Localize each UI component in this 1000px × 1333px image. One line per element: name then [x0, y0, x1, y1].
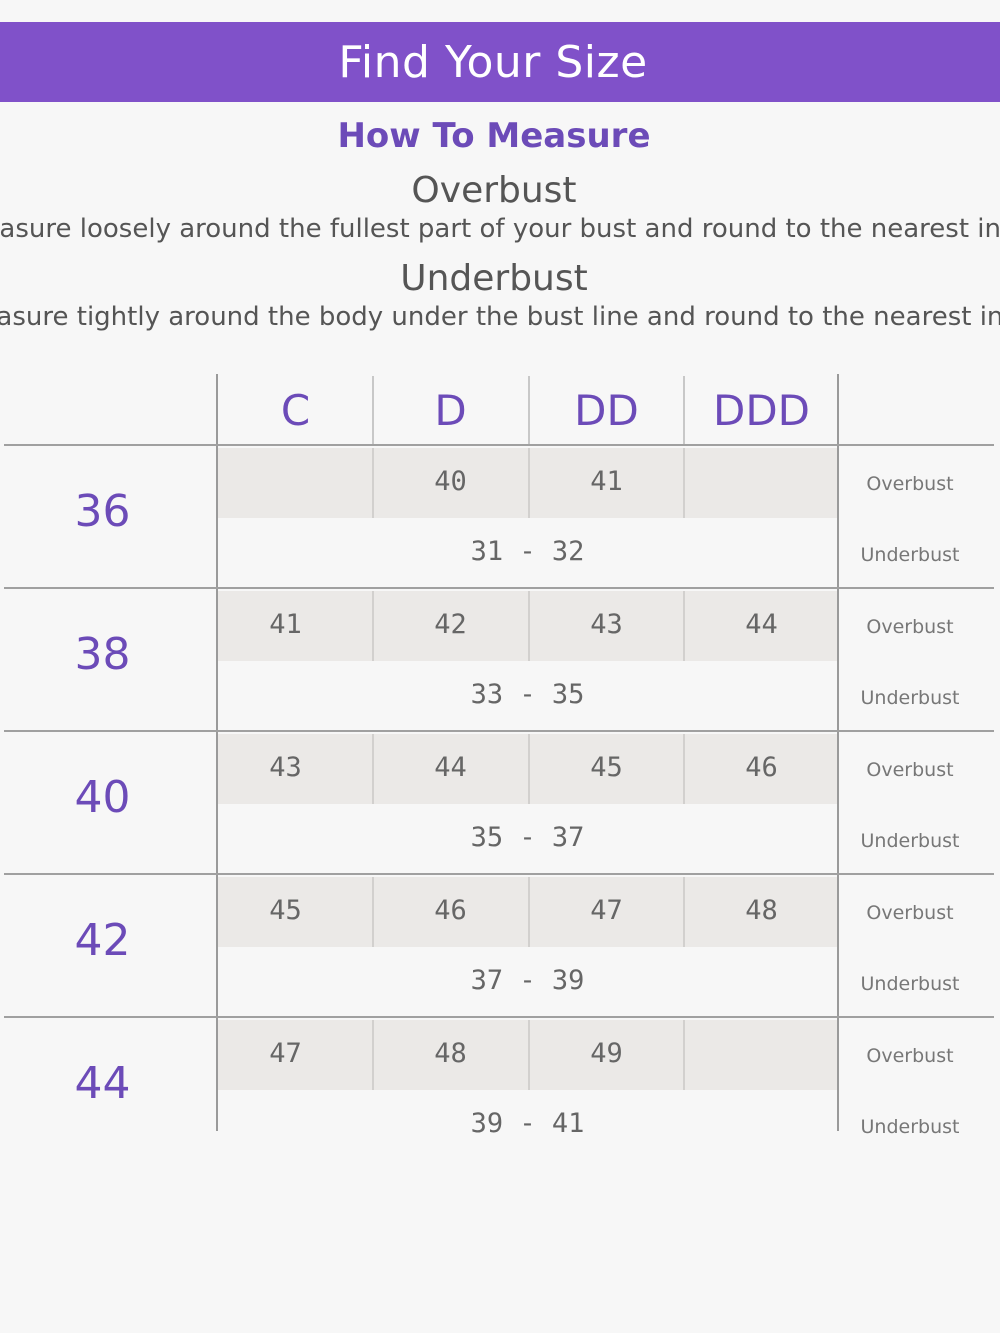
cup-header-divider	[528, 376, 530, 444]
underbust-tag: Underbust	[860, 973, 960, 995]
cup-header-divider	[683, 376, 685, 444]
underbust-tag: Underbust	[860, 687, 960, 709]
overbust-row: 43 44 45 46	[218, 734, 837, 804]
overbust-tag: Overbust	[866, 759, 954, 781]
cell-divider	[683, 448, 685, 518]
overbust-cell: 46	[434, 895, 467, 926]
overbust-heading: Overbust	[411, 170, 577, 211]
overbust-cell: 47	[269, 1038, 302, 1069]
cell-divider	[528, 448, 530, 518]
overbust-cell: 43	[590, 609, 623, 640]
underbust-tag: Underbust	[860, 1116, 960, 1138]
how-to-measure-title: How To Measure	[337, 116, 651, 156]
underbust-range: 39 - 41	[470, 1108, 585, 1139]
band-row-separator	[4, 873, 994, 875]
overbust-tag: Overbust	[866, 1045, 954, 1067]
overbust-cell: 41	[590, 466, 623, 497]
overbust-cell: 42	[434, 609, 467, 640]
overbust-tag: Overbust	[866, 616, 954, 638]
overbust-cell	[684, 448, 839, 518]
page-title: Find Your Size	[338, 36, 648, 88]
band-size-38: 38	[74, 629, 131, 680]
underbust-heading: Underbust	[400, 258, 588, 299]
cell-divider	[372, 877, 374, 947]
cell-divider	[683, 1020, 685, 1090]
cell-divider	[683, 591, 685, 661]
overbust-description-wrap: Measure loosely around the fullest part …	[0, 214, 1000, 244]
cup-header-c: C	[280, 386, 311, 435]
band-size-40: 40	[74, 772, 131, 823]
overbust-row: 40 41	[218, 448, 837, 518]
overbust-cell: 46	[745, 752, 778, 783]
cell-divider	[372, 734, 374, 804]
overbust-cell: 48	[434, 1038, 467, 1069]
header-banner: Find Your Size	[0, 22, 1000, 102]
cell-divider	[372, 448, 374, 518]
overbust-cell: 45	[269, 895, 302, 926]
overbust-description: Measure loosely around the fullest part …	[0, 214, 1000, 244]
cup-header-dd: DD	[574, 386, 639, 435]
cell-divider	[528, 734, 530, 804]
underbust-tag: Underbust	[860, 830, 960, 852]
overbust-cell: 43	[269, 752, 302, 783]
overbust-tag: Overbust	[866, 473, 954, 495]
cell-divider	[683, 877, 685, 947]
underbust-range: 33 - 35	[470, 679, 585, 710]
cell-divider	[528, 591, 530, 661]
underbust-description-wrap: Measure tightly around the body under th…	[0, 302, 1000, 332]
band-size-42: 42	[74, 915, 131, 966]
tag-column-divider	[837, 374, 839, 1131]
cup-header-d: D	[434, 386, 467, 435]
overbust-cell: 41	[269, 609, 302, 640]
cell-divider	[528, 1020, 530, 1090]
band-size-36: 36	[74, 486, 131, 537]
underbust-range: 37 - 39	[470, 965, 585, 996]
cell-divider	[372, 1020, 374, 1090]
cell-divider	[683, 734, 685, 804]
overbust-cell: 48	[745, 895, 778, 926]
overbust-row: 45 46 47 48	[218, 877, 837, 947]
underbust-range: 31 - 32	[470, 536, 585, 567]
header-separator	[4, 444, 994, 446]
cup-header-divider	[372, 376, 374, 444]
band-row-separator	[4, 1016, 994, 1018]
overbust-cell: 47	[590, 895, 623, 926]
cell-divider	[528, 877, 530, 947]
overbust-cell: 49	[590, 1038, 623, 1069]
overbust-cell	[208, 448, 363, 518]
cup-header-ddd: DDD	[712, 386, 811, 435]
overbust-cell	[684, 1020, 839, 1090]
underbust-tag: Underbust	[860, 544, 960, 566]
band-column-divider	[216, 374, 218, 1131]
overbust-row: 41 42 43 44	[218, 591, 837, 661]
underbust-range: 35 - 37	[470, 822, 585, 853]
band-row-separator	[4, 587, 994, 589]
underbust-description: Measure tightly around the body under th…	[0, 302, 1000, 332]
band-row-separator	[4, 730, 994, 732]
band-size-44: 44	[74, 1058, 131, 1109]
overbust-row: 47 48 49	[218, 1020, 837, 1090]
overbust-cell: 44	[434, 752, 467, 783]
overbust-cell: 44	[745, 609, 778, 640]
overbust-tag: Overbust	[866, 902, 954, 924]
overbust-cell: 45	[590, 752, 623, 783]
overbust-cell: 40	[434, 466, 467, 497]
cell-divider	[372, 591, 374, 661]
